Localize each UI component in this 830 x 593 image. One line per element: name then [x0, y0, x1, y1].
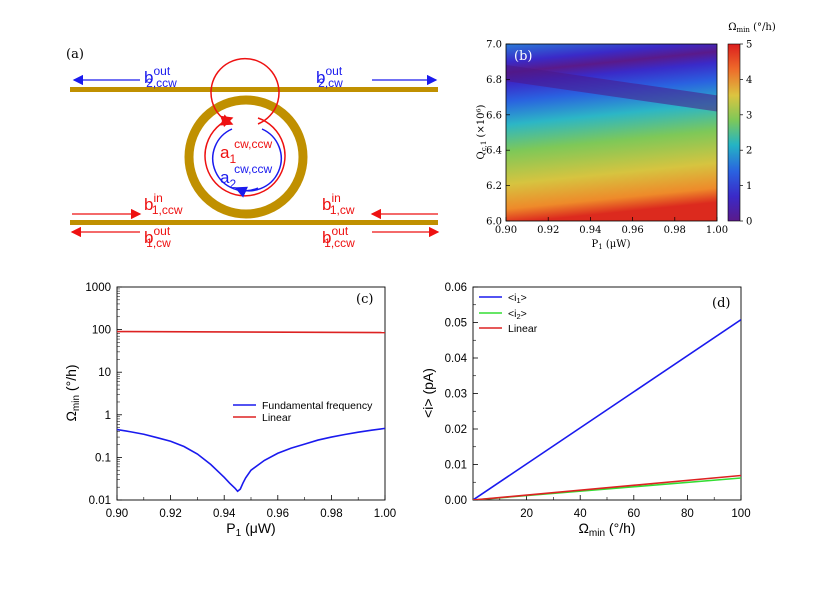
legend-d: <i1> <i2> Linear	[479, 292, 538, 335]
panel-d-label: (d)	[712, 296, 730, 311]
legend-c-linear: Linear	[262, 412, 292, 424]
plot-d-series-linear	[473, 474, 741, 500]
plot-c-xtick-label: 0.94	[213, 508, 236, 520]
panel-a-label: (a)	[66, 47, 84, 62]
plot-c-ytick-label: 0.01	[89, 495, 111, 507]
legend-c: Fundamental frequency Linear	[233, 400, 373, 424]
heatmap-xtick-label: 1.00	[706, 225, 728, 236]
heatmap-xtick-label: 0.96	[621, 225, 643, 236]
plot-d-ytick-label: 0.06	[445, 282, 467, 294]
heatmap-ytick-label: 6.4	[486, 146, 502, 157]
plot-c-ytick-label: 1	[105, 410, 111, 422]
plot-d-xtick-label: 100	[731, 508, 750, 520]
panel-a: (a) bout 2,ccw bout 2,cw a1cw,ccw a2cw,ccw…	[66, 47, 440, 250]
panel-c: 0.90 0.92 0.94 0.96 0.98 1.00 0.01 0.1 1 10 100 100…	[63, 282, 396, 539]
plot-d-ytick-label: 0.01	[445, 460, 467, 472]
plot-c-series-fundamental-frequency	[117, 427, 385, 493]
heatmap-frame	[505, 43, 718, 222]
heatmap-ytick-label: 7.0	[486, 40, 502, 51]
inner-blue-loop-2	[212, 128, 259, 192]
heatmap-xlabel: P1 (μW)	[592, 239, 631, 251]
plot-c-frame	[116, 286, 386, 501]
plot-c-xtick-label: 0.98	[320, 508, 342, 520]
panel-c-label: (c)	[356, 292, 373, 307]
plot-c-ytick-label: 100	[92, 325, 111, 337]
label-b1cw-out: bout 1,cw	[144, 224, 171, 250]
plot-c-series-linear	[117, 330, 385, 334]
plot-d-xtick-label: 60	[627, 508, 640, 520]
heatmap-min-valley	[506, 64, 717, 112]
plot-d-series--i1-	[473, 318, 741, 500]
plot-c-xtick-label: 0.90	[106, 508, 128, 520]
colorbar-tick-label: 0	[746, 217, 752, 228]
colorbar-tick-label: 4	[746, 75, 752, 86]
plot-c-xtick-label: 0.96	[267, 508, 289, 520]
label-b1ccw-in: bin 1,ccw	[144, 191, 183, 217]
label-a1: a1cw,ccw	[220, 137, 272, 166]
plot-c-ytick-label: 0.1	[95, 452, 111, 464]
plot-d-ytick-label: 0.02	[445, 424, 467, 436]
heatmap-xtick-label: 0.94	[579, 225, 601, 236]
heatmap-xtick-label: 0.98	[664, 225, 686, 236]
heatmap-ytick-label: 6.6	[486, 110, 502, 121]
colorbar-tick-label: 5	[746, 40, 752, 51]
plot-c-xtick-label: 0.92	[159, 508, 181, 520]
colorbar	[727, 43, 741, 222]
heatmap-ytick-label: 6.8	[486, 75, 502, 86]
colorbar-tick-label: 3	[746, 110, 752, 121]
label-b2cw-out: bout 2,cw	[316, 64, 343, 90]
label-b1cw-in: bin 1,cw	[322, 191, 355, 217]
colorbar-tick-label: 2	[746, 146, 752, 157]
plot-d-ytick-label: 0.05	[445, 318, 467, 330]
plot-d-xlabel: Ωmin (°/h)	[578, 520, 635, 539]
heatmap-ytick-label: 6.0	[486, 217, 502, 228]
ring-resonator	[184, 95, 308, 219]
panel-b: (b) 0.90 0.92 0.94 0.96 0.98 1.00 6.0 6.2 6.4 6.6…	[476, 22, 776, 251]
legend-d-i2: <i2>	[508, 308, 527, 321]
plot-d-ytick-label: 0.03	[445, 389, 467, 401]
label-b2ccw-out: bout 2,ccw	[144, 64, 177, 90]
plot-c-xtick-label: 1.00	[374, 508, 396, 520]
label-b1ccw-out: bout 1,ccw	[322, 224, 355, 250]
legend-d-i1: <i1>	[508, 292, 527, 305]
legend-c-fundamental: Fundamental frequency	[262, 400, 373, 412]
plot-c-ytick-label: 10	[98, 367, 111, 379]
plot-d-xtick-label: 20	[520, 508, 533, 520]
panel-b-label: (b)	[514, 49, 532, 64]
heatmap-ylabel: Qc,1 (×10⁶)	[476, 104, 488, 159]
inner-red-loop-2	[210, 57, 280, 126]
heatmap-ytick-label: 6.2	[486, 181, 502, 192]
plot-d-xtick-label: 80	[681, 508, 694, 520]
plot-d-ylabel: <i> (pA)	[420, 368, 436, 418]
colorbar-tick-label: 1	[746, 181, 752, 192]
plot-d-xtick-label: 40	[574, 508, 587, 520]
plot-d-ytick-label: 0.04	[445, 353, 468, 365]
plot-c-ylabel: Ωmin (°/h)	[63, 364, 82, 421]
label-a2: a2cw,ccw	[220, 162, 272, 191]
heatmap-xtick-label: 0.90	[495, 225, 517, 236]
heatmap-xtick-label: 0.92	[537, 225, 559, 236]
panel-d: 20 40 60 80 1000.000.010.020.030.040.050.06 …	[420, 282, 751, 539]
bottom-waveguide	[70, 220, 438, 225]
plot-c-ytick-label: 1000	[85, 282, 111, 294]
top-waveguide	[70, 87, 438, 92]
colorbar-title: Ωmin (°/h)	[728, 22, 776, 34]
plot-c-xlabel: P1 (μW)	[226, 520, 275, 539]
legend-d-linear: Linear	[508, 323, 538, 335]
plot-d-ytick-label: 0.00	[445, 495, 467, 507]
inner-red-loop	[204, 115, 286, 197]
